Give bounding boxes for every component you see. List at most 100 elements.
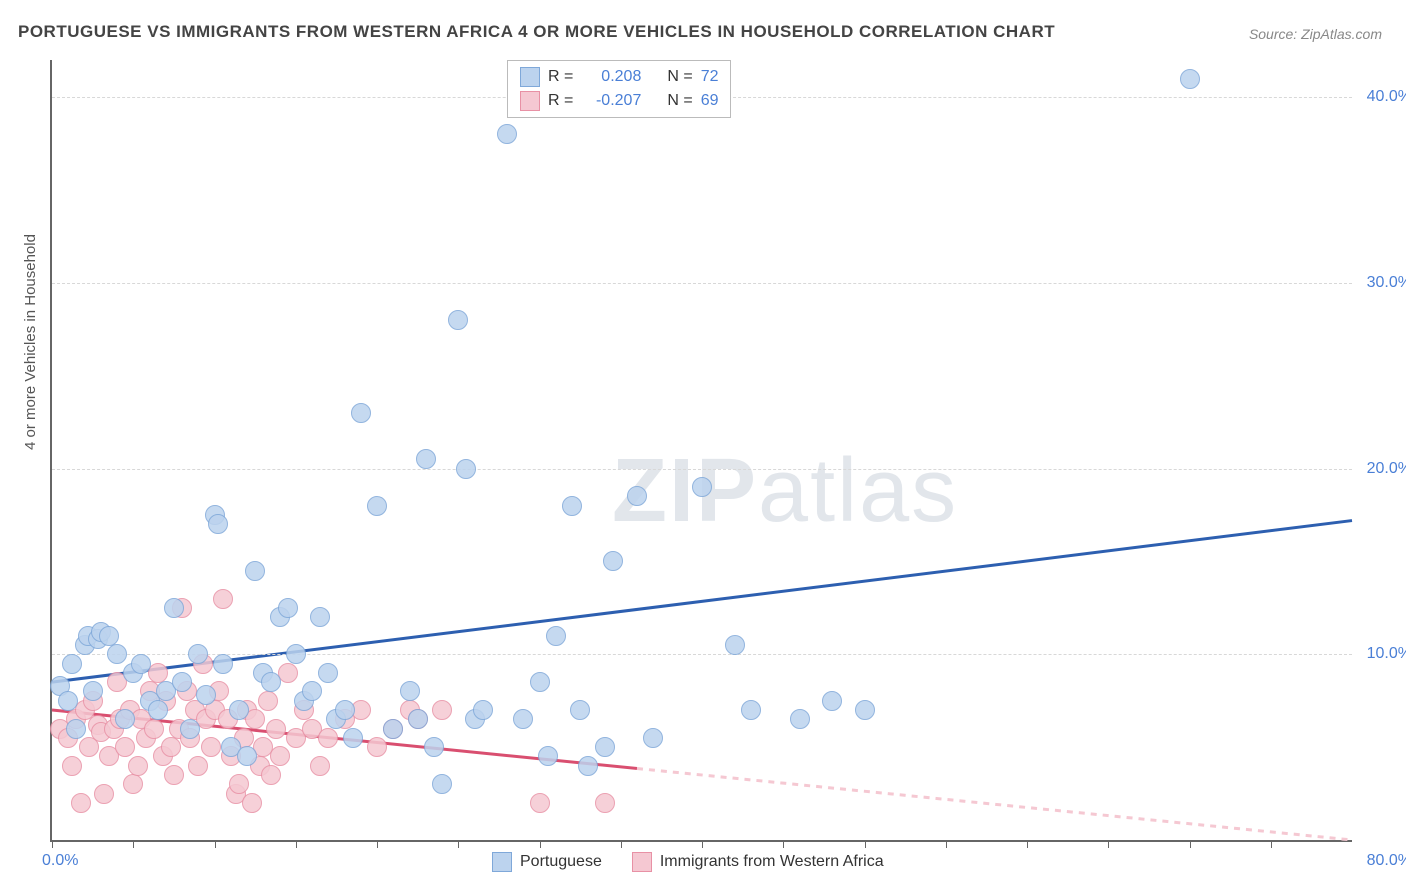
y-tick-label: 20.0% [1367, 460, 1406, 478]
scatter-point-a [213, 654, 233, 674]
scatter-point-b [258, 691, 278, 711]
scatter-point-b [115, 737, 135, 757]
scatter-point-a [245, 561, 265, 581]
scatter-point-a [237, 746, 257, 766]
scatter-point-a [432, 774, 452, 794]
scatter-point-b [229, 774, 249, 794]
r-label: R = [548, 68, 573, 86]
scatter-point-a [530, 672, 550, 692]
x-tick [296, 840, 297, 848]
scatter-point-a [164, 598, 184, 618]
n-label: N = [667, 92, 692, 110]
scatter-point-a [822, 691, 842, 711]
scatter-point-a [367, 496, 387, 516]
scatter-point-b [432, 700, 452, 720]
scatter-point-b [164, 765, 184, 785]
scatter-point-b [71, 793, 91, 813]
scatter-point-b [128, 756, 148, 776]
scatter-point-a [383, 719, 403, 739]
x-tick [702, 840, 703, 848]
scatter-point-a [180, 719, 200, 739]
scatter-point-a [148, 700, 168, 720]
y-axis-label: 4 or more Vehicles in Household [22, 234, 39, 450]
x-tick [783, 840, 784, 848]
grid-line [52, 654, 1352, 655]
stats-row-series-b: R = -0.207 N = 69 [520, 89, 718, 113]
x-tick [133, 840, 134, 848]
scatter-point-b [270, 746, 290, 766]
x-tick [52, 840, 53, 848]
x-tick [1190, 840, 1191, 848]
scatter-point-b [213, 589, 233, 609]
scatter-point-b [161, 737, 181, 757]
scatter-point-a [570, 700, 590, 720]
stats-legend: R = 0.208 N = 72 R = -0.207 N = 69 [507, 60, 731, 118]
scatter-point-a [83, 681, 103, 701]
watermark: ZIPatlas [612, 440, 958, 543]
scatter-point-b [188, 756, 208, 776]
scatter-point-a [302, 681, 322, 701]
scatter-point-b [595, 793, 615, 813]
scatter-point-a [725, 635, 745, 655]
scatter-point-a [562, 496, 582, 516]
x-tick [1271, 840, 1272, 848]
legend-swatch-b [632, 852, 652, 872]
scatter-point-a [261, 672, 281, 692]
scatter-point-a [107, 644, 127, 664]
scatter-point-a [416, 449, 436, 469]
y-tick-label: 30.0% [1367, 274, 1406, 292]
scatter-point-a [400, 681, 420, 701]
legend-label-a: Portuguese [520, 853, 602, 871]
scatter-point-a [131, 654, 151, 674]
x-tick [540, 840, 541, 848]
scatter-point-a [578, 756, 598, 776]
grid-line [52, 469, 1352, 470]
scatter-point-a [351, 403, 371, 423]
x-tick [1027, 840, 1028, 848]
scatter-point-a [115, 709, 135, 729]
n-value-a: 72 [701, 68, 719, 86]
x-tick [865, 840, 866, 848]
series-legend: Portuguese Immigrants from Western Afric… [492, 852, 884, 872]
scatter-point-a [310, 607, 330, 627]
scatter-plot: ZIPatlas R = 0.208 N = 72 R = -0.207 N =… [50, 60, 1352, 842]
scatter-point-b [62, 756, 82, 776]
x-tick [377, 840, 378, 848]
scatter-point-a [66, 719, 86, 739]
legend-item-a: Portuguese [492, 852, 602, 872]
x-tick [946, 840, 947, 848]
scatter-point-a [335, 700, 355, 720]
swatch-series-b [520, 91, 540, 111]
scatter-point-a [692, 477, 712, 497]
scatter-point-b [201, 737, 221, 757]
x-tick [215, 840, 216, 848]
scatter-point-b [318, 728, 338, 748]
scatter-point-a [603, 551, 623, 571]
scatter-point-a [424, 737, 444, 757]
swatch-series-a [520, 67, 540, 87]
r-label: R = [548, 92, 573, 110]
scatter-point-a [208, 514, 228, 534]
scatter-point-a [343, 728, 363, 748]
x-tick [1108, 840, 1109, 848]
scatter-point-b [530, 793, 550, 813]
scatter-point-a [188, 644, 208, 664]
scatter-point-a [196, 685, 216, 705]
scatter-point-a [448, 310, 468, 330]
scatter-point-a [513, 709, 533, 729]
scatter-point-a [595, 737, 615, 757]
scatter-point-b [266, 719, 286, 739]
stats-row-series-a: R = 0.208 N = 72 [520, 65, 718, 89]
scatter-point-b [310, 756, 330, 776]
x-max-label: 80.0% [1367, 852, 1406, 870]
n-label: N = [667, 68, 692, 86]
x-origin-label: 0.0% [42, 852, 78, 870]
scatter-point-a [855, 700, 875, 720]
scatter-point-a [99, 626, 119, 646]
y-tick-label: 40.0% [1367, 88, 1406, 106]
scatter-point-a [278, 598, 298, 618]
chart-title: PORTUGUESE VS IMMIGRANTS FROM WESTERN AF… [18, 22, 1055, 42]
scatter-point-a [172, 672, 192, 692]
scatter-point-a [643, 728, 663, 748]
scatter-point-a [473, 700, 493, 720]
